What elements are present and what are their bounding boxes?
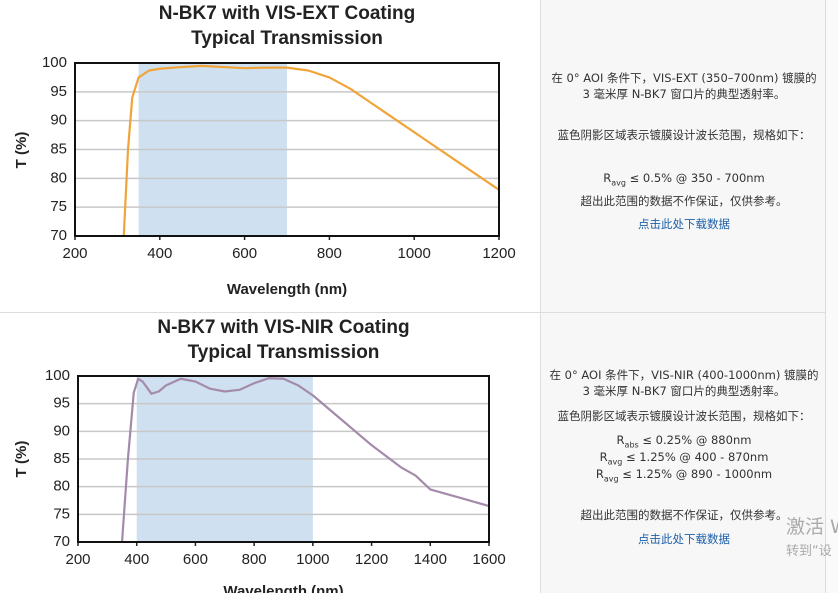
y-tick-label: 100 (42, 54, 67, 71)
spec: Rabs ≤ 0.25% @ 880nm (549, 432, 819, 453)
spec-symbol: R (595, 467, 604, 481)
link-row: 点击此处下载数据 (549, 531, 819, 547)
spec-symbol: R (603, 171, 612, 185)
data-line (122, 64, 499, 236)
x-tick-label: 1200 (355, 551, 388, 568)
x-tick-label: 1000 (398, 245, 431, 262)
spec-text: ≤ 1.25% @ 400 - 870nm (625, 450, 769, 464)
chart-subtitle: Typical Transmission (191, 28, 383, 49)
spec-subscript: abs (624, 440, 639, 450)
x-tick-label: 600 (232, 245, 257, 262)
watermark: 激活 W (786, 516, 838, 538)
spec-symbol: R (616, 433, 625, 447)
spec: Ravg ≤ 1.25% @ 400 - 870nm (549, 449, 819, 470)
spec-subscript: avg (603, 474, 619, 484)
download-link[interactable]: 点击此处下载数据 (638, 532, 730, 546)
y-tick-label: 90 (50, 112, 67, 129)
spec-text: ≤ 0.25% @ 880nm (642, 433, 752, 447)
y-tick-label: 85 (50, 140, 67, 157)
chart-title: N-BK7 with VIS-NIR Coating (157, 317, 409, 338)
spec-subscript: avg (607, 457, 623, 467)
description: 在 0° AOI 条件下，VIS-NIR (400-1000nm) 镀膜的 3 … (549, 368, 819, 398)
x-tick-label: 800 (242, 551, 267, 568)
y-tick-label: 85 (53, 450, 70, 467)
scrollbar (825, 0, 838, 593)
row-separator (0, 312, 825, 313)
watermark: 转到“设 (786, 544, 832, 559)
y-tick-label: 95 (53, 395, 70, 412)
chart-subtitle: Typical Transmission (188, 342, 380, 363)
y-axis-label: T (%) (13, 441, 30, 478)
x-axis-label: Wavelength (nm) (223, 583, 343, 593)
spec: Ravg ≤ 0.5% @ 350 - 700nm (549, 170, 819, 191)
x-tick-label: 600 (183, 551, 208, 568)
note: 蓝色阴影区域表示镀膜设计波长范围，规格如下： (557, 128, 811, 142)
y-tick-label: 95 (50, 83, 67, 100)
download-link[interactable]: 点击此处下载数据 (638, 217, 730, 231)
spec-subscript: avg (611, 178, 626, 188)
y-tick-label: 80 (53, 478, 70, 495)
info-panel: 在 0° AOI 条件下，VIS-EXT (350–700nm) 镀膜的 3 毫… (540, 0, 825, 312)
y-tick-label: 75 (50, 198, 67, 215)
spec: Ravg ≤ 1.25% @ 890 - 1000nm (549, 466, 819, 487)
disclaimer: 超出此范围的数据不作保证，仅供参考。 (580, 194, 788, 208)
x-axis-label: Wavelength (nm) (227, 281, 347, 298)
x-tick-label: 800 (317, 245, 342, 262)
description: 在 0° AOI 条件下，VIS-EXT (350–700nm) 镀膜的 3 毫… (551, 71, 817, 101)
info-panel: 在 0° AOI 条件下，VIS-NIR (400-1000nm) 镀膜的 3 … (540, 313, 825, 593)
x-tick-label: 400 (124, 551, 149, 568)
y-tick-label: 90 (53, 422, 70, 439)
x-tick-label: 1600 (472, 551, 505, 568)
y-tick-label: 75 (53, 505, 70, 522)
charts: N-BK7 with VIS-EXT Coating Typical Transm… (13, 3, 516, 593)
y-tick-label: 100 (45, 367, 70, 384)
link-row: 点击此处下载数据 (549, 216, 819, 232)
chart-title: N-BK7 with VIS-EXT Coating (159, 3, 416, 24)
spec-text: ≤ 1.25% @ 890 - 1000nm (622, 467, 773, 481)
x-tick-label: 1200 (482, 245, 515, 262)
note: 蓝色阴影区域表示镀膜设计波长范围，规格如下： (557, 409, 811, 423)
x-tick-label: 1000 (296, 551, 329, 568)
spec-symbol: R (599, 450, 608, 464)
plot-frame (74, 62, 500, 237)
x-tick-label: 200 (62, 245, 87, 262)
y-tick-label: 70 (53, 533, 70, 550)
plot-frame (77, 375, 490, 543)
x-tick-label: 200 (65, 551, 90, 568)
spec-text: ≤ 0.5% @ 350 - 700nm (629, 171, 765, 185)
x-tick-label: 1400 (414, 551, 447, 568)
x-tick-label: 400 (147, 245, 172, 262)
y-axis-label: T (%) (13, 132, 30, 169)
data-line (120, 377, 489, 542)
y-tick-label: 70 (50, 227, 67, 244)
y-tick-label: 80 (50, 169, 67, 186)
disclaimer: 超出此范围的数据不作保证，仅供参考。 (580, 508, 788, 522)
